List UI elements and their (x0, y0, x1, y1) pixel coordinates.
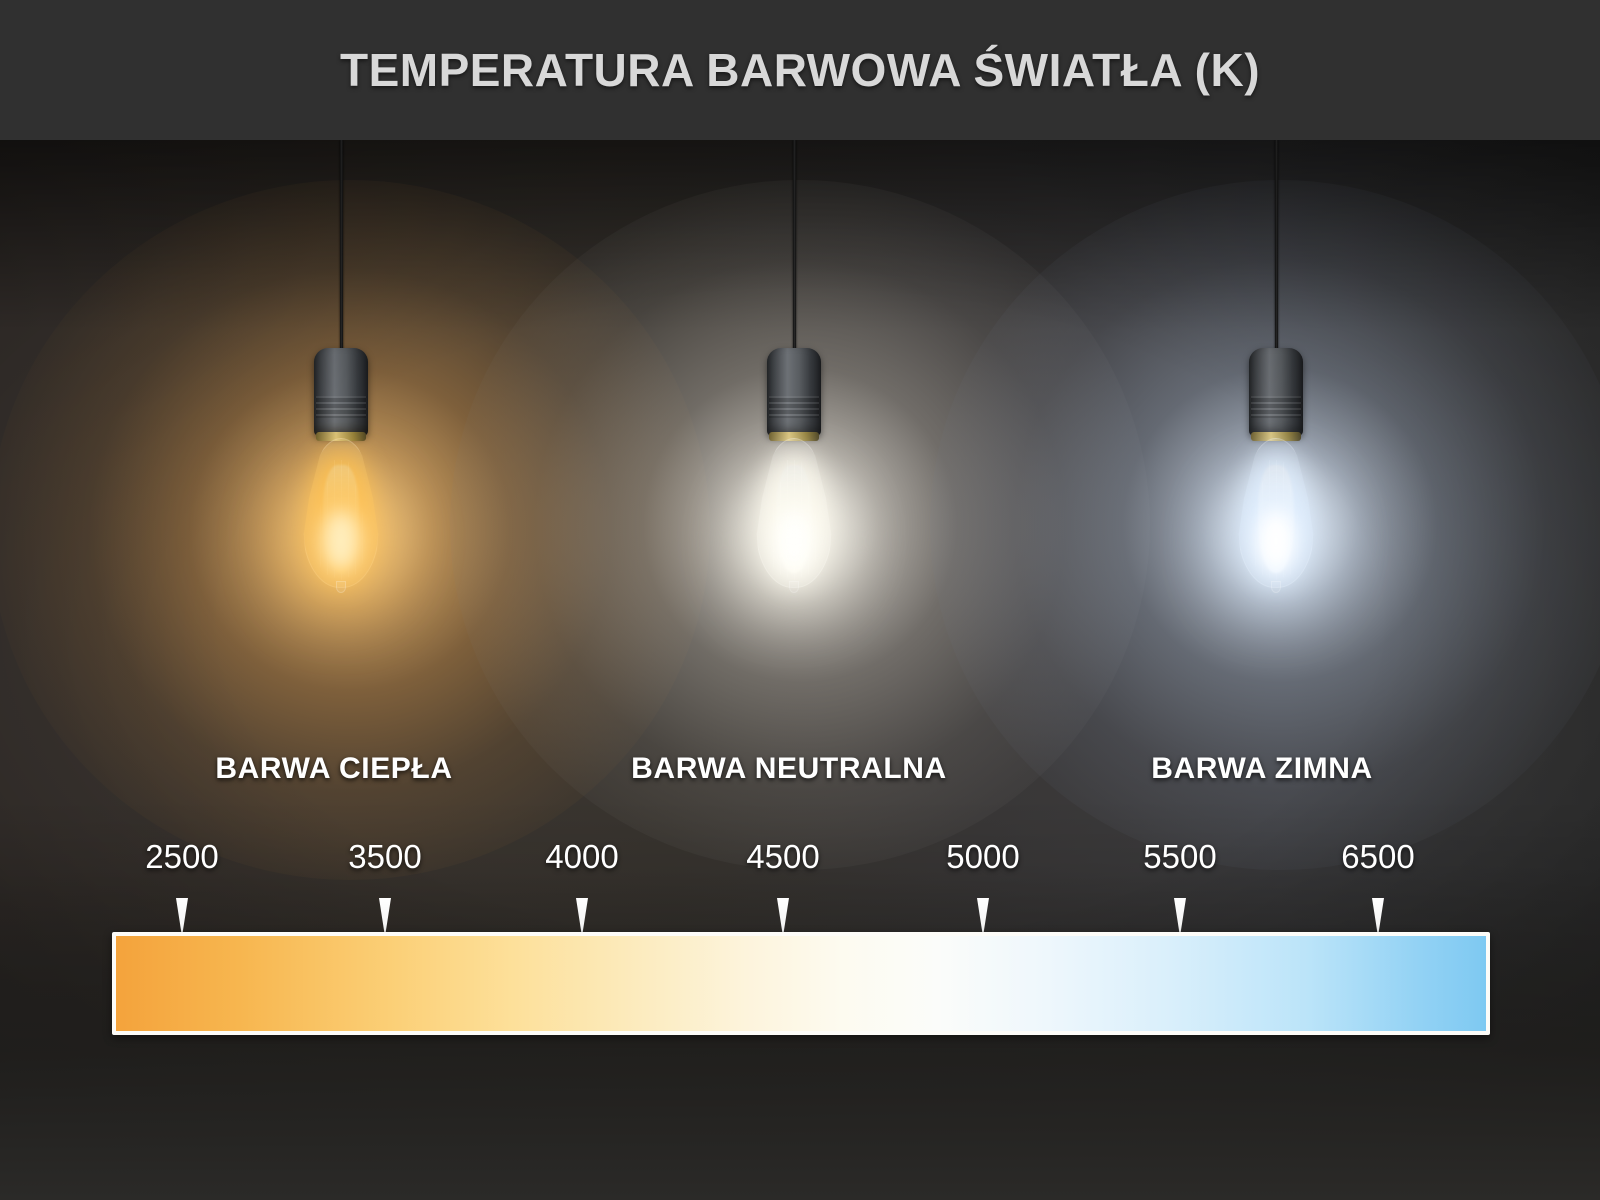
tick-label-5000: 5000 (946, 838, 1020, 875)
cord-icon (340, 140, 343, 355)
bulb-tip-icon (336, 581, 346, 593)
tick-label-4500: 4500 (746, 838, 820, 875)
lamp-scene (0, 140, 1600, 1200)
cord-icon (1275, 140, 1278, 355)
tick-label-5500: 5500 (1143, 838, 1217, 875)
lamp-socket-icon (1249, 348, 1303, 436)
vignette-overlay (0, 140, 1600, 1200)
lamp-socket-icon (767, 348, 821, 436)
floor-fade-overlay (0, 870, 1600, 1200)
tick-label-2500: 2500 (145, 838, 219, 875)
page-title: TEMPERATURA BARWOWA ŚWIATŁA (K) (339, 44, 1261, 96)
bulb-tip-icon (1271, 581, 1281, 593)
cord-icon (793, 140, 796, 355)
filament-hotspot (322, 510, 360, 572)
tick-label-6500: 6500 (1341, 838, 1415, 875)
category-label-neutral: BARWA NEUTRALNA (631, 752, 947, 785)
lamp-socket-icon (314, 348, 368, 436)
tick-label-3500: 3500 (348, 838, 422, 875)
category-label-warm: BARWA CIEPŁA (215, 752, 453, 785)
filament-hotspot (1257, 510, 1295, 572)
header-bar: TEMPERATURA BARWOWA ŚWIATŁA (K) (0, 0, 1600, 140)
color-temperature-gradient-bar[interactable] (112, 932, 1490, 1035)
filament-hotspot (775, 510, 813, 572)
category-label-cool: BARWA ZIMNA (1151, 752, 1373, 785)
tick-label-4000: 4000 (545, 838, 619, 875)
bulb-tip-icon (789, 581, 799, 593)
gradient-fill (116, 936, 1486, 1031)
